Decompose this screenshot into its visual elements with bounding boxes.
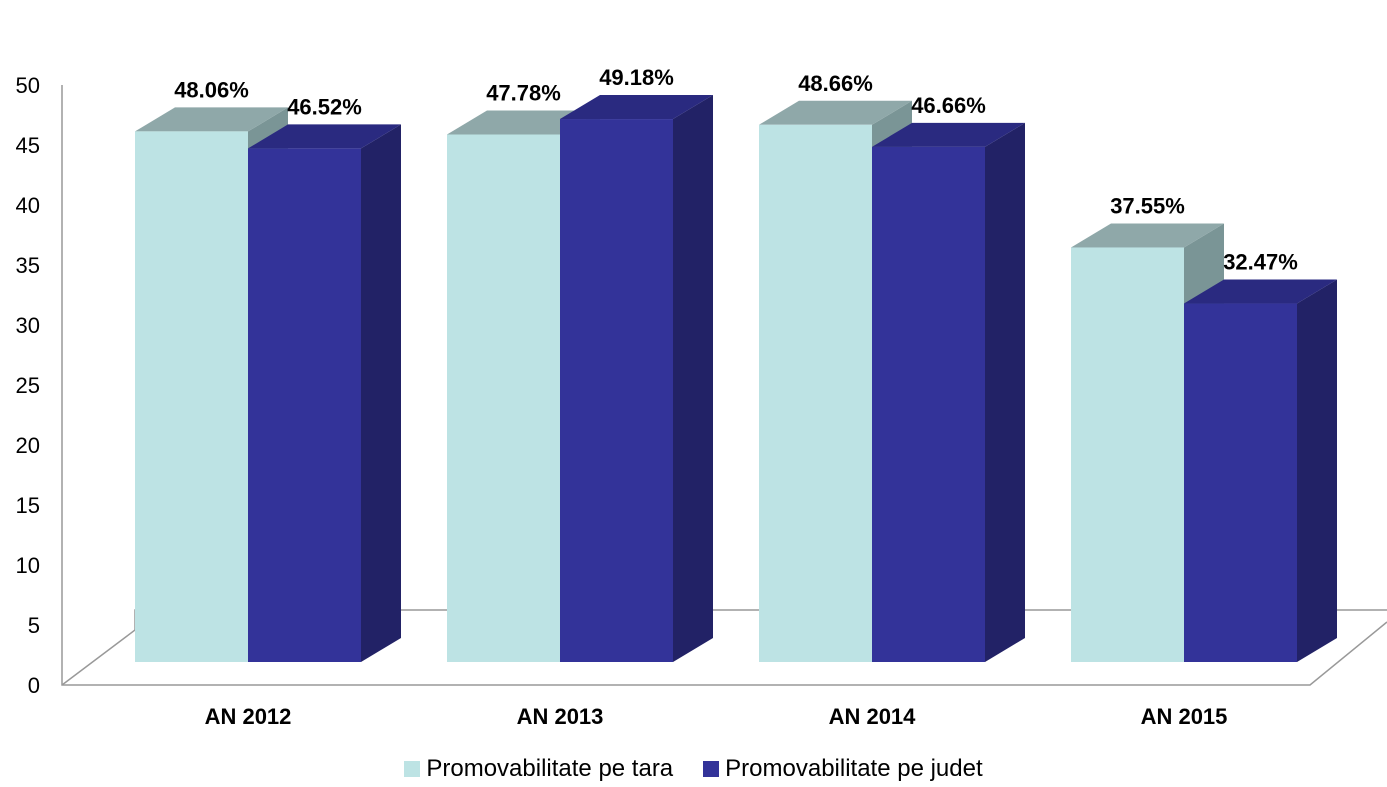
legend-item-tara: Promovabilitate pe tara [404,755,673,783]
bar [135,131,248,662]
y-tick-label: 0 [28,673,40,698]
legend-label-judet: Promovabilitate pe judet [725,755,983,782]
bar-top [135,107,288,132]
y-tick-label: 30 [16,313,40,338]
x-tick-label: AN 2012 [205,704,292,729]
x-tick-label: AN 2014 [829,704,917,729]
bars [135,95,1337,663]
data-label: 46.66% [911,93,986,118]
bar-side [985,122,1025,662]
y-tick-label: 20 [16,433,40,458]
bar-side [361,124,401,663]
data-label: 46.52% [287,94,362,119]
y-tick-label: 15 [16,493,40,518]
axis-lines [61,85,1387,686]
data-label: 37.55% [1110,193,1185,218]
bar [1184,303,1297,662]
axes: 0 5 10 15 20 25 30 35 40 45 50 AN 2012 AN 2013 AN 201… [16,73,1387,729]
y-tick-label: 10 [16,553,40,578]
y-tick-label: 35 [16,253,40,278]
data-label: 32.47% [1223,250,1298,275]
data-label: 48.06% [174,77,249,102]
bar-top [1071,223,1224,248]
bar [759,124,872,663]
bar-top [560,95,713,120]
chart-area: 0 5 10 15 20 25 30 35 40 45 50 AN 2012 AN 2013 AN 201… [16,65,1387,729]
legend-item-judet: Promovabilitate pe judet [703,755,983,783]
x-tick-label: AN 2015 [1141,704,1228,729]
y-tick-label: 25 [16,373,40,398]
data-label: 48.66% [798,71,873,96]
data-labels: 48.06% 46.52% 47.78% 49.18% 48.66% 46.66% 37.5… [174,65,1298,274]
x-tick-label: AN 2013 [517,704,604,729]
legend-swatch-judet [703,761,720,777]
legend-label-tara: Promovabilitate pe tara [426,755,674,782]
y-tick-label: 45 [16,133,40,158]
bar [1071,247,1184,662]
y-tick-label: 5 [28,613,40,638]
bar-side [673,95,713,663]
bar-top [872,122,1025,147]
bar-top [1184,279,1337,304]
bar [447,134,560,663]
bar-top [759,100,912,125]
legend: Promovabilitate pe tara Promovabilitate … [0,755,1387,783]
bar [560,119,673,663]
data-label: 49.18% [599,65,674,90]
bar [248,148,361,663]
y-tick-label: 50 [16,73,40,98]
data-label: 47.78% [486,81,561,106]
bar [872,146,985,662]
bar-side [1297,279,1337,662]
legend-swatch-tara [404,761,421,777]
y-tick-label: 40 [16,193,40,218]
bar-top [248,124,401,149]
